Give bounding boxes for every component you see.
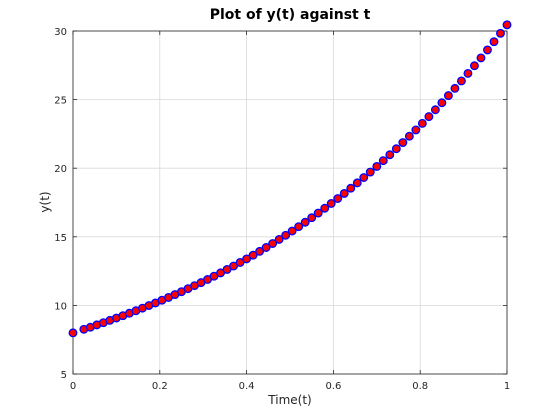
data-point xyxy=(385,150,395,160)
data-point xyxy=(229,261,239,271)
data-point xyxy=(235,258,245,267)
data-point xyxy=(411,125,421,135)
data-point xyxy=(502,20,512,30)
data-point xyxy=(430,105,440,115)
data-point xyxy=(443,91,453,101)
data-point xyxy=(476,53,486,63)
data-point xyxy=(352,178,362,188)
x-tick-label: 0.6 xyxy=(325,381,341,392)
data-point xyxy=(268,239,278,248)
data-point xyxy=(365,167,375,177)
data-point xyxy=(294,222,304,232)
data-point xyxy=(307,213,317,223)
data-point xyxy=(463,68,473,78)
x-tick-label: 0.2 xyxy=(152,381,168,392)
data-point xyxy=(68,328,78,338)
data-point xyxy=(470,61,479,71)
data-point xyxy=(320,203,330,213)
data-points xyxy=(68,20,512,338)
data-point xyxy=(333,194,343,203)
plot-area xyxy=(73,31,507,374)
data-point xyxy=(300,217,310,227)
data-point xyxy=(313,208,323,218)
ticks xyxy=(72,30,508,375)
data-point xyxy=(359,173,369,182)
x-tick-label: 1 xyxy=(504,381,510,392)
data-point xyxy=(489,37,499,47)
data-point xyxy=(287,226,297,236)
data-point xyxy=(346,183,356,193)
data-point xyxy=(326,199,336,208)
data-point xyxy=(496,28,505,38)
data-point xyxy=(274,234,284,244)
data-point xyxy=(261,243,271,252)
data-point xyxy=(339,188,349,198)
data-point xyxy=(424,112,434,122)
data-point xyxy=(404,131,414,141)
chart-title: Plot of y(t) against t xyxy=(210,7,371,23)
data-point xyxy=(391,144,401,154)
y-tick-label: 30 xyxy=(54,27,67,38)
data-point xyxy=(437,98,447,108)
data-point xyxy=(483,45,492,55)
y-tick-label: 15 xyxy=(54,233,67,244)
data-point xyxy=(450,83,460,93)
data-point xyxy=(242,254,252,264)
data-point xyxy=(456,76,466,86)
y-tick-label: 20 xyxy=(54,164,67,175)
y-tick-label: 5 xyxy=(61,370,67,381)
data-point xyxy=(281,230,291,240)
y-tick-label: 10 xyxy=(54,301,67,312)
data-point xyxy=(372,161,382,171)
data-point xyxy=(417,118,427,128)
y-axis-label: y(t) xyxy=(38,191,52,212)
data-point xyxy=(255,246,265,256)
x-axis-label: Time(t) xyxy=(267,393,311,407)
data-point xyxy=(248,250,258,260)
y-tick-label: 25 xyxy=(54,96,67,107)
data-point xyxy=(378,156,388,166)
axes-box xyxy=(72,30,508,375)
x-tick-label: 0 xyxy=(70,381,76,392)
x-tick-label: 0.8 xyxy=(412,381,428,392)
x-tick-label: 0.4 xyxy=(239,381,255,392)
data-point xyxy=(398,138,408,147)
